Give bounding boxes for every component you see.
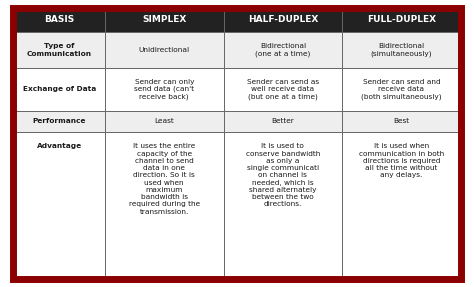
Text: Bidirectional
(one at a time): Bidirectional (one at a time) [255, 43, 310, 57]
Bar [342, 8, 461, 32]
Bar [105, 32, 224, 68]
Bar [342, 132, 461, 279]
Text: Sender can send as
well receive data
(but one at a time): Sender can send as well receive data (bu… [247, 79, 319, 100]
Bar [224, 132, 342, 279]
Text: Sender can send and
receive data
(both simultaneously): Sender can send and receive data (both s… [361, 79, 442, 100]
Bar [224, 111, 342, 132]
Bar [105, 68, 224, 111]
Text: Bidirectional
(simultaneously): Bidirectional (simultaneously) [371, 43, 432, 57]
Text: Exchange of Data: Exchange of Data [22, 86, 96, 92]
Bar [342, 68, 461, 111]
Text: HALF-DUPLEX: HALF-DUPLEX [248, 15, 318, 24]
Text: Advantage: Advantage [36, 143, 82, 149]
Bar [105, 8, 224, 32]
Text: FULL-DUPLEX: FULL-DUPLEX [367, 15, 436, 24]
Bar [224, 8, 342, 32]
Text: SIMPLEX: SIMPLEX [142, 15, 186, 24]
Text: Least: Least [155, 118, 174, 124]
Bar [13, 132, 105, 279]
Text: Type of
Communication: Type of Communication [27, 43, 91, 57]
Bar [105, 132, 224, 279]
Text: It uses the entire
capacity of the
channel to send
data in one
direction. So it : It uses the entire capacity of the chann… [129, 143, 200, 215]
Text: Sender can only
send data (can't
receive back): Sender can only send data (can't receive… [134, 79, 194, 100]
Bar [13, 32, 105, 68]
Bar [105, 111, 224, 132]
Bar [342, 111, 461, 132]
Bar [224, 68, 342, 111]
Text: Better: Better [272, 118, 294, 124]
Text: It is used to
conserve bandwidth
as only a
single communicati
on channel is
need: It is used to conserve bandwidth as only… [246, 143, 320, 207]
Text: It is used when
communication in both
directions is required
all the time withou: It is used when communication in both di… [359, 143, 444, 178]
Bar [13, 111, 105, 132]
Text: Best: Best [393, 118, 410, 124]
Bar [224, 32, 342, 68]
Text: BASIS: BASIS [44, 15, 74, 24]
Text: Performance: Performance [32, 118, 86, 124]
Bar [13, 68, 105, 111]
Text: Unidirectional: Unidirectional [139, 47, 190, 53]
Bar [13, 8, 105, 32]
Bar [342, 32, 461, 68]
